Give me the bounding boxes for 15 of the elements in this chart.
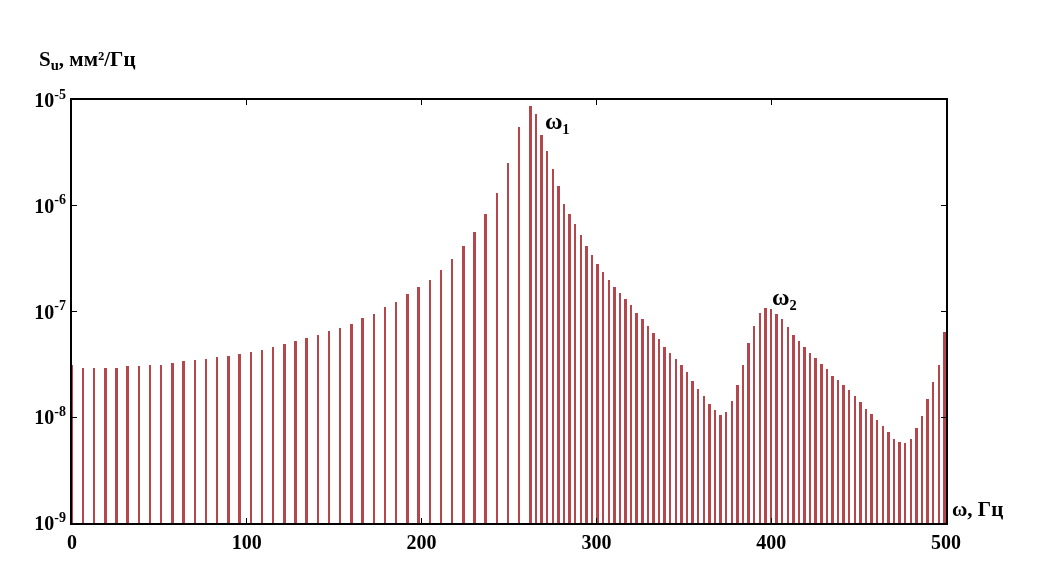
y-tick-label: 10$^{-6}$ bbox=[34, 192, 66, 217]
y-tick-label: 10$^{-9}$ bbox=[34, 509, 66, 534]
annotation: ω₁ bbox=[545, 108, 570, 134]
y-axis-title: S$_{u}$, мм²/Гц bbox=[39, 47, 136, 74]
x-tick-label: 500 bbox=[931, 531, 961, 553]
annotation: ω₂ bbox=[772, 284, 797, 310]
y-tick-label: 10$^{-5}$ bbox=[34, 86, 66, 111]
x-tick-label: 100 bbox=[231, 531, 262, 553]
y-tick-label: 10$^{-7}$ bbox=[34, 298, 66, 323]
x-tick-label: 0 bbox=[67, 531, 77, 553]
x-tick-label: 200 bbox=[406, 531, 437, 553]
x-axis-title: ω, Гц bbox=[952, 497, 1004, 521]
x-tick-label: 300 bbox=[581, 531, 612, 553]
y-tick-label: 10$^{-8}$ bbox=[34, 403, 66, 429]
x-tick-label: 400 bbox=[756, 531, 787, 553]
